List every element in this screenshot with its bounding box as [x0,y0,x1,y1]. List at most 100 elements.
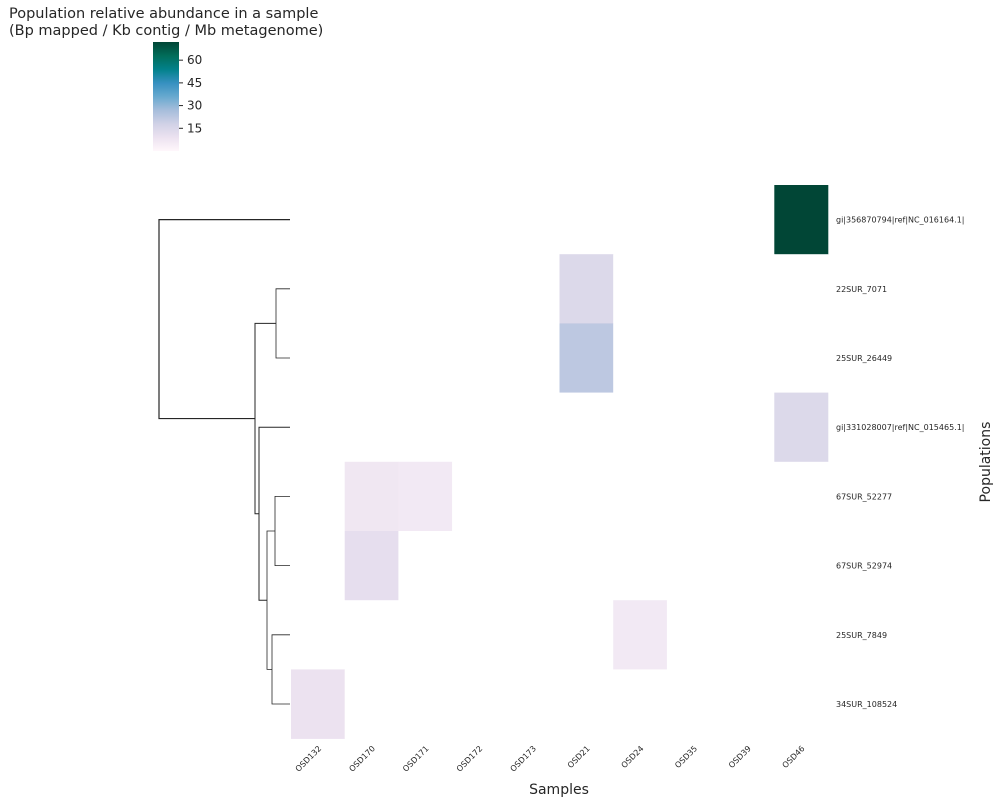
heatmap-cell [398,669,453,739]
y-tick-label: 67SUR_52974 [836,562,892,571]
heatmap-cell [720,461,775,532]
heatmap-cell [291,254,345,324]
y-tick-label: 34SUR_108524 [836,700,897,709]
heatmap-cell [666,669,721,739]
heatmap-cell [452,600,507,670]
x-tick-label: OSD171 [401,744,431,774]
heatmap-cell [559,669,614,739]
y-tick-label: gi|356870794|ref|NC_016164.1| [836,216,964,225]
heatmap-cell [720,185,775,255]
heatmap-cell [505,323,560,393]
dendrogram-link [266,530,275,670]
colorbar-tick-label: 60 [187,53,202,67]
y-tick-labels: gi|356870794|ref|NC_016164.1| 22SUR_7071 2… [836,216,964,709]
heatmap-cell [666,323,721,393]
heatmap-cell [344,461,399,532]
heatmap-cell [452,323,507,393]
heatmap-cell [291,461,345,532]
heatmap-cell [559,600,614,670]
heatmap-cell [505,185,560,255]
heatmap-cell [452,531,507,601]
heatmap-cell [666,392,721,463]
heatmap-cell [613,461,668,532]
heatmap-cell [559,531,614,601]
y-tick-label: gi|331028007|ref|NC_015465.1| [836,423,964,432]
heatmap-cell [505,461,560,532]
heatmap-cell [291,669,345,739]
dendrogram-link [271,634,290,705]
heatmap-cell [452,185,507,255]
heatmap-cell [559,461,614,532]
heatmap-cell [774,600,829,670]
y-tick-label: 25SUR_26449 [836,354,892,363]
dendrogram-link [275,288,290,359]
heatmap-cell [344,600,399,670]
chart-title-line-2: (Bp mapped / Kb contig / Mb metagenome) [9,23,324,39]
heatmap-cell [505,531,560,601]
heatmap-cell [666,600,721,670]
heatmap-cell [398,323,453,393]
heatmap-cell [720,600,775,670]
heatmap-cell [452,669,507,739]
heatmap-cell [398,531,453,601]
heatmap-cell [398,392,453,463]
heatmap-cell [613,531,668,601]
heatmap-cell [774,669,829,739]
heatmap-cell [613,323,668,393]
heatmap-cell [666,461,721,532]
dendrogram-link [158,219,290,420]
heatmap-cell [666,254,721,324]
x-tick-label: OSD35 [673,744,699,770]
heatmap-cell [291,600,345,670]
heatmap-cell [666,185,721,255]
heatmap-cell [559,323,614,393]
x-tick-label: OSD39 [727,744,753,770]
heatmap-cell [505,600,560,670]
colorbar-tick-label: 45 [187,76,202,90]
heatmap-cell [291,323,345,393]
heatmap-cell [559,392,614,463]
x-tick-label: OSD173 [508,744,538,774]
heatmap-cell [774,323,829,393]
heatmap-cell [505,392,560,463]
colorbar: 15 30 45 60 [153,42,202,151]
heatmap-cell [774,531,829,601]
heatmap-cell [452,254,507,324]
heatmap-cell [720,531,775,601]
heatmap-cell [344,392,399,463]
heatmap-cell [452,461,507,532]
heatmap-cell [452,392,507,463]
heatmap-cell [613,669,668,739]
y-tick-label: 67SUR_52277 [836,492,892,501]
y-tick-label: 22SUR_7071 [836,285,887,294]
heatmap-cell [505,669,560,739]
colorbar-tick-label: 30 [187,99,202,113]
row-dendrogram [158,219,290,705]
heatmap-cell [613,600,668,670]
heatmap-cell [291,185,345,255]
dendrogram-link [258,426,290,601]
heatmap-cell [291,531,345,601]
heatmap-cell [720,392,775,463]
heatmap-cell [774,254,829,324]
heatmap-cells [291,185,829,739]
heatmap-cell [344,254,399,324]
heatmap-cell [613,392,668,463]
heatmap-cell [398,185,453,255]
x-tick-label: OSD24 [620,744,646,770]
heatmap-cell [774,461,829,532]
heatmap-cell [559,254,614,324]
heatmap-cell [613,254,668,324]
x-axis-label: Samples [529,782,589,798]
x-tick-labels: OSD132 OSD170 OSD171 OSD172 OSD173 OSD21 OSD24… [294,744,807,774]
dendrogram-link [254,322,276,515]
heatmap-cell [344,669,399,739]
heatmap-cell [291,392,345,463]
chart-title-line-1: Population relative abundance in a sampl… [9,6,319,22]
x-tick-label: OSD132 [294,744,324,774]
x-tick-label: OSD21 [566,744,592,770]
heatmap-cell [398,600,453,670]
heatmap-cell [774,392,829,463]
x-tick-label: OSD172 [455,744,485,774]
